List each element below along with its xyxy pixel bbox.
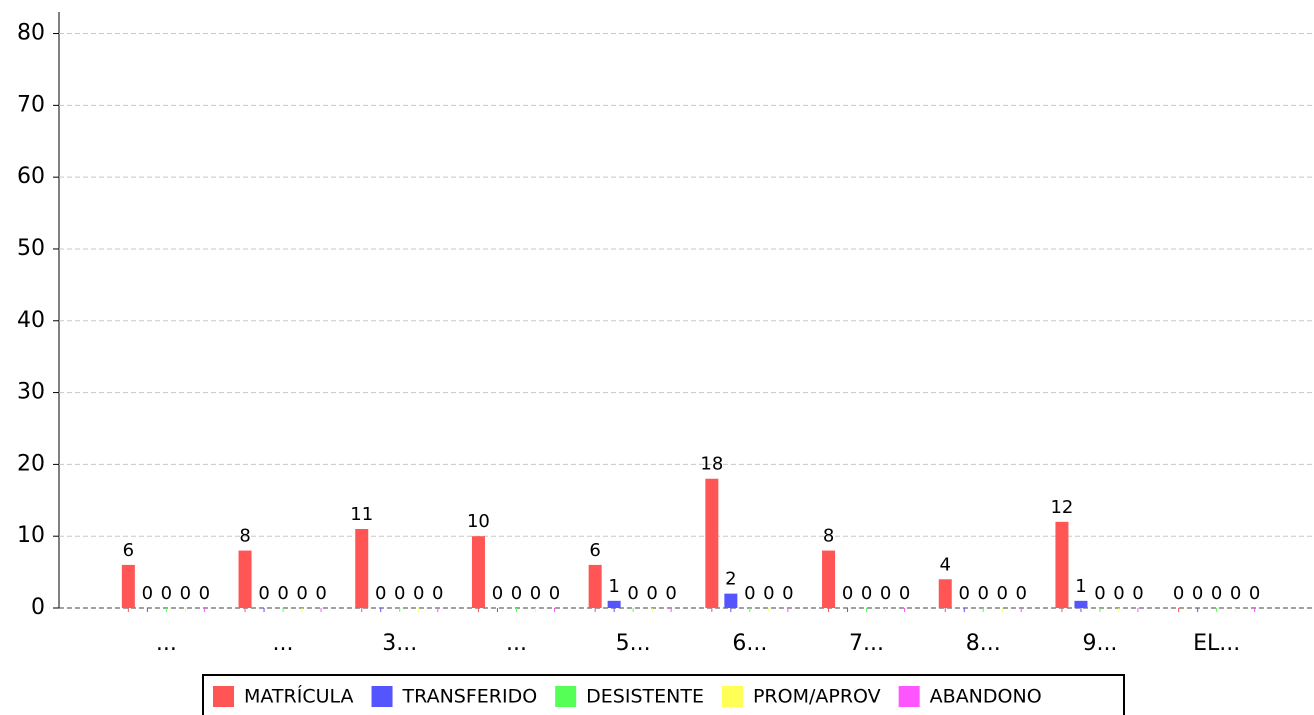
x-tick-label: EL... bbox=[1193, 631, 1240, 656]
legend-swatch bbox=[213, 686, 234, 707]
legend-label: ABANDONO bbox=[930, 686, 1042, 708]
legend-label: PROM/APROV bbox=[753, 686, 881, 708]
data-label: 0 bbox=[258, 583, 269, 604]
legend-label: MATRÍCULA bbox=[244, 685, 354, 708]
data-label: 1 bbox=[1075, 576, 1086, 597]
bar bbox=[121, 564, 135, 608]
data-label: 2 bbox=[725, 569, 736, 590]
x-tick-label: 7... bbox=[849, 631, 884, 656]
data-label: 0 bbox=[530, 583, 541, 604]
legend-label: DESISTENTE bbox=[586, 686, 704, 708]
bar bbox=[822, 550, 836, 608]
data-label: 0 bbox=[1113, 583, 1124, 604]
data-label: 0 bbox=[861, 583, 872, 604]
data-label: 0 bbox=[492, 583, 503, 604]
x-tick-label: ... bbox=[273, 631, 294, 656]
data-label: 0 bbox=[1016, 583, 1027, 604]
data-label: 0 bbox=[1132, 583, 1143, 604]
x-tick-label: 6... bbox=[732, 631, 767, 656]
data-label: 0 bbox=[959, 583, 970, 604]
bar bbox=[1074, 600, 1088, 608]
data-label: 0 bbox=[1211, 583, 1222, 604]
data-label: 4 bbox=[940, 554, 951, 575]
y-tick-label: 40 bbox=[17, 308, 45, 333]
data-label: 0 bbox=[199, 583, 210, 604]
bar bbox=[607, 600, 621, 608]
data-label: 0 bbox=[142, 583, 153, 604]
data-label: 0 bbox=[627, 583, 638, 604]
x-tick-label: ... bbox=[156, 631, 177, 656]
x-tick-label: 5... bbox=[616, 631, 651, 656]
data-label: 0 bbox=[180, 583, 191, 604]
data-label: 6 bbox=[589, 540, 600, 561]
data-label: 10 bbox=[467, 511, 490, 532]
data-label: 8 bbox=[823, 526, 834, 547]
data-label: 18 bbox=[700, 454, 723, 475]
bar bbox=[938, 579, 952, 608]
data-label: 0 bbox=[1230, 583, 1241, 604]
x-tick-label: 9... bbox=[1082, 631, 1117, 656]
bar bbox=[724, 593, 738, 608]
data-label: 0 bbox=[899, 583, 910, 604]
y-tick-label: 70 bbox=[17, 92, 45, 117]
data-label: 0 bbox=[315, 583, 326, 604]
y-tick-label: 30 bbox=[17, 380, 45, 405]
y-tick-label: 20 bbox=[17, 451, 45, 476]
data-label: 0 bbox=[646, 583, 657, 604]
data-label: 0 bbox=[782, 583, 793, 604]
x-tick-label: 8... bbox=[966, 631, 1001, 656]
data-label: 11 bbox=[350, 504, 373, 525]
y-tick-label: 50 bbox=[17, 236, 45, 261]
data-label: 0 bbox=[394, 583, 405, 604]
y-tick-label: 80 bbox=[17, 21, 45, 46]
bar bbox=[1055, 521, 1069, 608]
data-label: 1 bbox=[608, 576, 619, 597]
bar bbox=[471, 536, 485, 608]
data-label: 0 bbox=[511, 583, 522, 604]
data-label: 0 bbox=[296, 583, 307, 604]
data-label: 8 bbox=[239, 526, 250, 547]
legend-swatch bbox=[555, 686, 577, 707]
x-tick-label: ... bbox=[506, 631, 527, 656]
legend-label: TRANSFERIDO bbox=[402, 686, 538, 708]
data-label: 0 bbox=[997, 583, 1008, 604]
data-label: 0 bbox=[665, 583, 676, 604]
data-label: 0 bbox=[549, 583, 560, 604]
y-tick-label: 0 bbox=[31, 595, 45, 620]
data-label: 0 bbox=[842, 583, 853, 604]
bar bbox=[705, 478, 719, 608]
y-tick-label: 60 bbox=[17, 164, 45, 189]
y-tick-label: 10 bbox=[17, 523, 45, 548]
bar bbox=[238, 550, 252, 608]
legend-swatch bbox=[721, 686, 743, 707]
data-label: 0 bbox=[744, 583, 755, 604]
legend-swatch bbox=[898, 686, 920, 707]
data-label: 0 bbox=[375, 583, 386, 604]
bar bbox=[588, 564, 602, 608]
data-label: 12 bbox=[1050, 497, 1073, 518]
legend-box bbox=[202, 674, 1125, 715]
data-label: 0 bbox=[1249, 583, 1260, 604]
data-label: 0 bbox=[432, 583, 443, 604]
data-label: 0 bbox=[1094, 583, 1105, 604]
data-label: 0 bbox=[1173, 583, 1184, 604]
legend-swatch bbox=[371, 686, 393, 707]
data-label: 0 bbox=[277, 583, 288, 604]
data-label: 0 bbox=[880, 583, 891, 604]
data-label: 0 bbox=[978, 583, 989, 604]
data-label: 6 bbox=[123, 540, 134, 561]
bar bbox=[355, 529, 369, 608]
data-label: 0 bbox=[763, 583, 774, 604]
x-tick-label: 3... bbox=[382, 631, 417, 656]
data-label: 0 bbox=[413, 583, 424, 604]
legend: MATRÍCULA TRANSFERIDO DESISTENTE PROM/APROV… bbox=[202, 674, 1125, 715]
data-label: 0 bbox=[1192, 583, 1203, 604]
data-label: 0 bbox=[161, 583, 172, 604]
